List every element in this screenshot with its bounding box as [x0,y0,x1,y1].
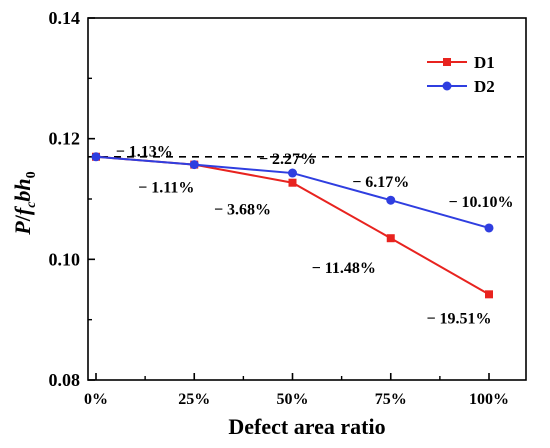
annotation-layer: − 1.13% − 2.27% − 6.17% − 10.10% − 1.11% − 3.… [116,144,514,328]
y-tick-label: 0.08 [49,370,81,390]
y-label-slash: / [10,214,35,222]
data-label: − 1.11% [138,180,194,197]
data-label: − 3.68% [214,202,271,219]
data-point-D2 [386,195,396,205]
y-label-b: b [10,191,35,202]
x-tick-label: 0% [84,391,108,408]
y-axis-ticks: 0.08 0.10 0.12 0.14 [49,8,95,390]
y-tick-label: 0.10 [49,249,81,269]
data-label: − 10.10% [448,194,513,211]
series-layer [91,152,494,299]
legend-label-D1: D1 [474,53,495,72]
x-tick-label: 75% [375,391,407,408]
data-point-D2 [484,223,494,233]
data-point-D2 [91,152,101,162]
data-label: − 11.48% [312,260,376,277]
data-label: − 19.51% [426,310,491,327]
x-tick-label: 25% [178,391,210,408]
y-axis-label: P/fcbh0 [10,171,39,235]
data-point-D1 [485,290,493,299]
data-point-D1 [386,234,395,243]
x-tick-label: 100% [469,391,509,408]
data-label: − 1.13% [116,144,173,161]
y-label-h-sub: 0 [24,171,39,178]
data-label: − 6.17% [352,174,409,191]
data-point-D1 [288,178,297,187]
y-tick-label: 0.12 [49,129,81,149]
legend-marker-D1 [443,58,451,66]
y-tick-label: 0.14 [49,8,81,28]
legend-marker-D2 [442,81,452,91]
x-tick-label: 50% [277,391,309,408]
series-D2 [91,152,494,233]
data-label: − 2.27% [259,151,316,168]
y-label-f-sub: c [24,201,39,208]
x-axis-label: Defect area ratio [228,414,385,439]
x-axis-ticks: 0% 25% 50% 75% 100% [84,373,509,408]
y-label-f: f [10,205,35,215]
y-label-h: h [10,178,35,190]
data-point-D2 [288,168,297,178]
y-label-p: P [10,221,35,236]
data-point-D2 [189,160,199,170]
legend-label-D2: D2 [474,77,495,96]
